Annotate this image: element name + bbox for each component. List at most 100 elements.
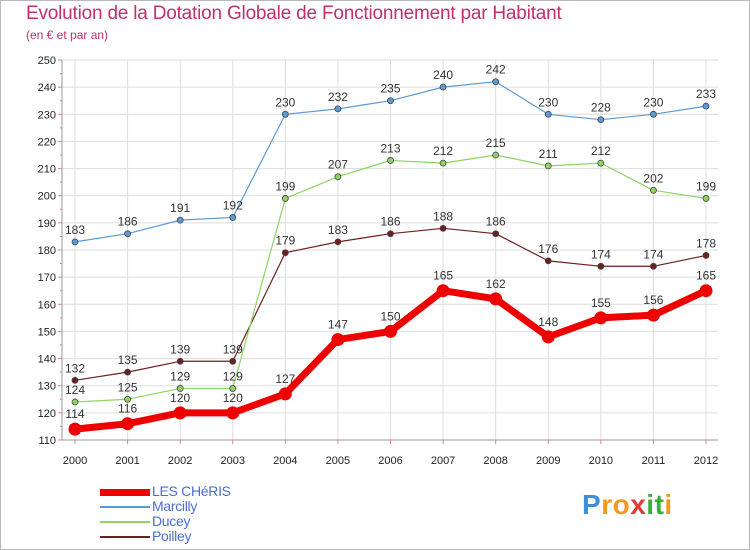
brand-letter: i bbox=[646, 489, 655, 520]
data-point bbox=[226, 406, 240, 420]
legend-label: Poilley bbox=[152, 528, 192, 544]
data-label: 176 bbox=[538, 242, 558, 256]
data-label: 120 bbox=[170, 391, 190, 405]
data-label: 162 bbox=[486, 277, 506, 291]
data-label: 155 bbox=[591, 296, 611, 310]
data-point bbox=[702, 252, 710, 259]
data-point bbox=[702, 102, 710, 110]
data-point bbox=[597, 262, 605, 270]
data-label: 165 bbox=[433, 269, 453, 283]
data-label: 147 bbox=[328, 318, 348, 332]
brand-logo: Proxiti bbox=[582, 489, 673, 521]
data-point bbox=[544, 162, 552, 170]
y-tick-label: 180 bbox=[38, 245, 56, 257]
data-label: 129 bbox=[223, 369, 243, 383]
data-label: 139 bbox=[170, 342, 190, 356]
legend-label: LES CHéRIS bbox=[152, 483, 231, 499]
brand-letter: t bbox=[654, 489, 665, 520]
legend-swatch bbox=[100, 536, 150, 538]
brand-letter: r bbox=[601, 489, 613, 520]
data-label: 242 bbox=[486, 63, 506, 77]
data-point bbox=[439, 224, 447, 232]
data-label: 215 bbox=[486, 136, 506, 150]
brand-letter: P bbox=[582, 489, 602, 520]
y-tick-label: 200 bbox=[38, 191, 56, 203]
data-label: 165 bbox=[696, 269, 716, 283]
x-tick-label: 2004 bbox=[273, 455, 297, 467]
data-point bbox=[439, 159, 447, 167]
y-tick-label: 170 bbox=[38, 272, 56, 284]
data-point bbox=[334, 238, 342, 246]
data-label: 174 bbox=[591, 247, 611, 261]
data-point bbox=[384, 324, 397, 338]
y-tick-label: 130 bbox=[38, 381, 56, 393]
y-tick-label: 240 bbox=[38, 82, 56, 94]
data-label: 183 bbox=[328, 223, 348, 237]
x-tick-label: 2011 bbox=[642, 455, 666, 467]
data-label: 120 bbox=[223, 391, 243, 405]
data-point bbox=[121, 417, 135, 431]
data-point bbox=[176, 385, 184, 392]
y-tick-label: 230 bbox=[38, 109, 56, 121]
data-point bbox=[278, 387, 292, 401]
y-tick-label: 160 bbox=[38, 299, 56, 311]
series-les-ch-ris bbox=[68, 284, 713, 436]
data-label: 139 bbox=[223, 342, 243, 356]
data-point bbox=[281, 249, 289, 257]
data-label: 135 bbox=[118, 353, 138, 367]
data-point bbox=[71, 398, 79, 406]
x-tick-label: 2005 bbox=[326, 455, 350, 467]
legend-label: Marcilly bbox=[152, 498, 198, 514]
data-label: 232 bbox=[328, 90, 348, 104]
grid-lines bbox=[62, 59, 718, 441]
data-point bbox=[124, 395, 131, 403]
data-point bbox=[387, 97, 394, 105]
data-point bbox=[436, 284, 450, 298]
data-point bbox=[334, 105, 342, 113]
data-point bbox=[229, 357, 237, 365]
data-point bbox=[650, 186, 657, 194]
data-point bbox=[541, 330, 555, 344]
data-label: 211 bbox=[539, 147, 558, 161]
data-point bbox=[173, 406, 187, 420]
data-point bbox=[71, 376, 79, 384]
chart-subtitle: (en € et par an) bbox=[26, 28, 109, 42]
data-label: 186 bbox=[118, 215, 138, 229]
data-point bbox=[492, 78, 500, 86]
y-tick-label: 120 bbox=[38, 408, 56, 420]
data-point bbox=[387, 230, 394, 238]
data-point bbox=[281, 110, 289, 118]
data-point bbox=[71, 238, 79, 246]
data-label: 199 bbox=[696, 179, 716, 193]
data-point bbox=[544, 257, 552, 265]
y-axis-ticks: 110 120 130 140 150 160 170 180 190 200 210 220 230 2… bbox=[38, 55, 62, 447]
data-label: 188 bbox=[433, 209, 453, 223]
data-label: 207 bbox=[328, 158, 348, 172]
data-point bbox=[702, 195, 710, 202]
data-point bbox=[281, 195, 289, 202]
x-tick-label: 2008 bbox=[483, 455, 507, 467]
legend-swatch bbox=[100, 488, 150, 496]
data-label: 213 bbox=[380, 141, 400, 155]
brand-letter: o bbox=[612, 489, 631, 520]
x-tick-label: 2001 bbox=[115, 455, 139, 467]
data-point bbox=[489, 292, 503, 306]
legend-swatch bbox=[100, 506, 150, 508]
x-tick-label: 2009 bbox=[536, 455, 560, 467]
legend-swatch bbox=[100, 521, 150, 523]
data-point bbox=[176, 357, 184, 365]
data-label: 174 bbox=[643, 247, 663, 261]
data-label: 116 bbox=[118, 402, 137, 416]
y-tick-label: 250 bbox=[38, 55, 56, 67]
data-label: 114 bbox=[65, 407, 84, 421]
x-tick-label: 2002 bbox=[168, 455, 192, 467]
data-point bbox=[650, 110, 657, 118]
x-tick-label: 2003 bbox=[221, 455, 245, 467]
data-point bbox=[597, 159, 605, 167]
data-label: 230 bbox=[538, 95, 558, 109]
chart-title: Evolution de la Dotation Globale de Fonc… bbox=[26, 3, 562, 24]
data-point bbox=[544, 110, 552, 118]
x-tick-label: 2010 bbox=[589, 455, 613, 467]
y-tick-label: 110 bbox=[38, 435, 56, 447]
